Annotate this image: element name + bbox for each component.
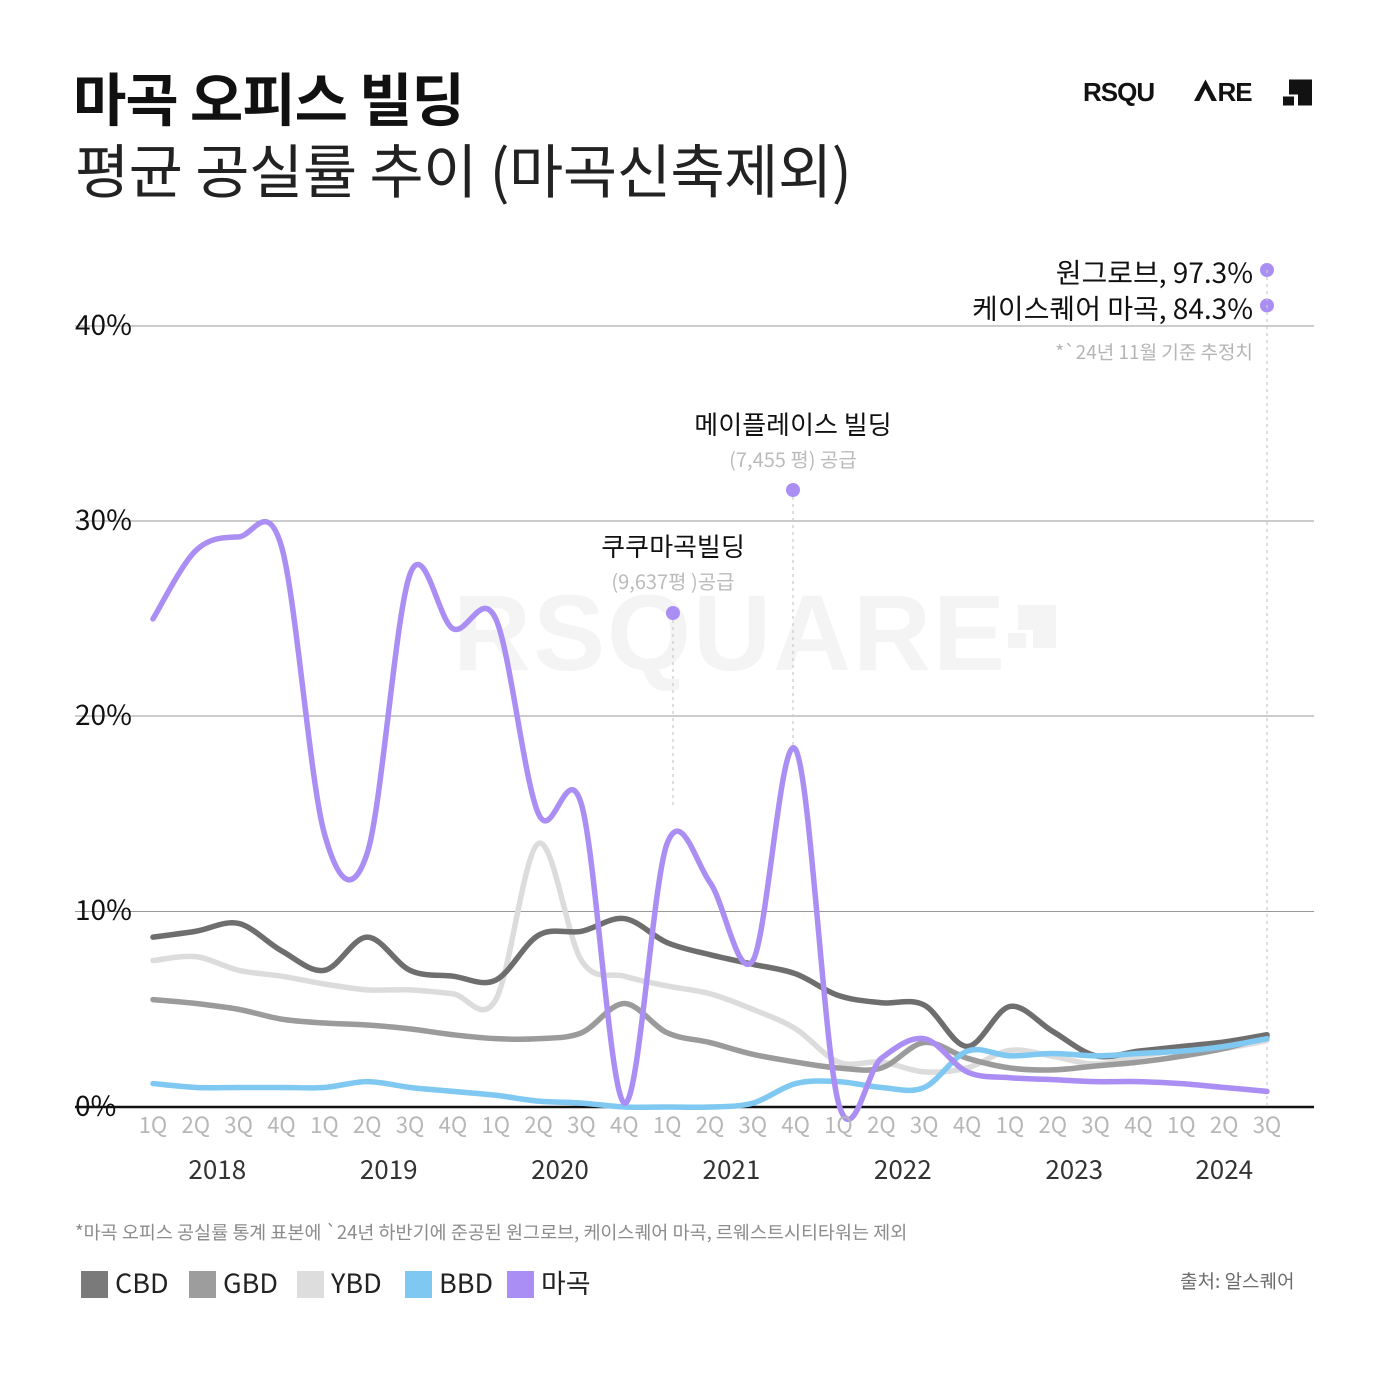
svg-text:CBD: CBD: [115, 1262, 169, 1301]
svg-text:GBD: GBD: [223, 1262, 278, 1301]
svg-text:마곡: 마곡: [541, 1262, 591, 1301]
svg-text:BBD: BBD: [439, 1262, 493, 1301]
svg-text:YBD: YBD: [330, 1262, 382, 1301]
